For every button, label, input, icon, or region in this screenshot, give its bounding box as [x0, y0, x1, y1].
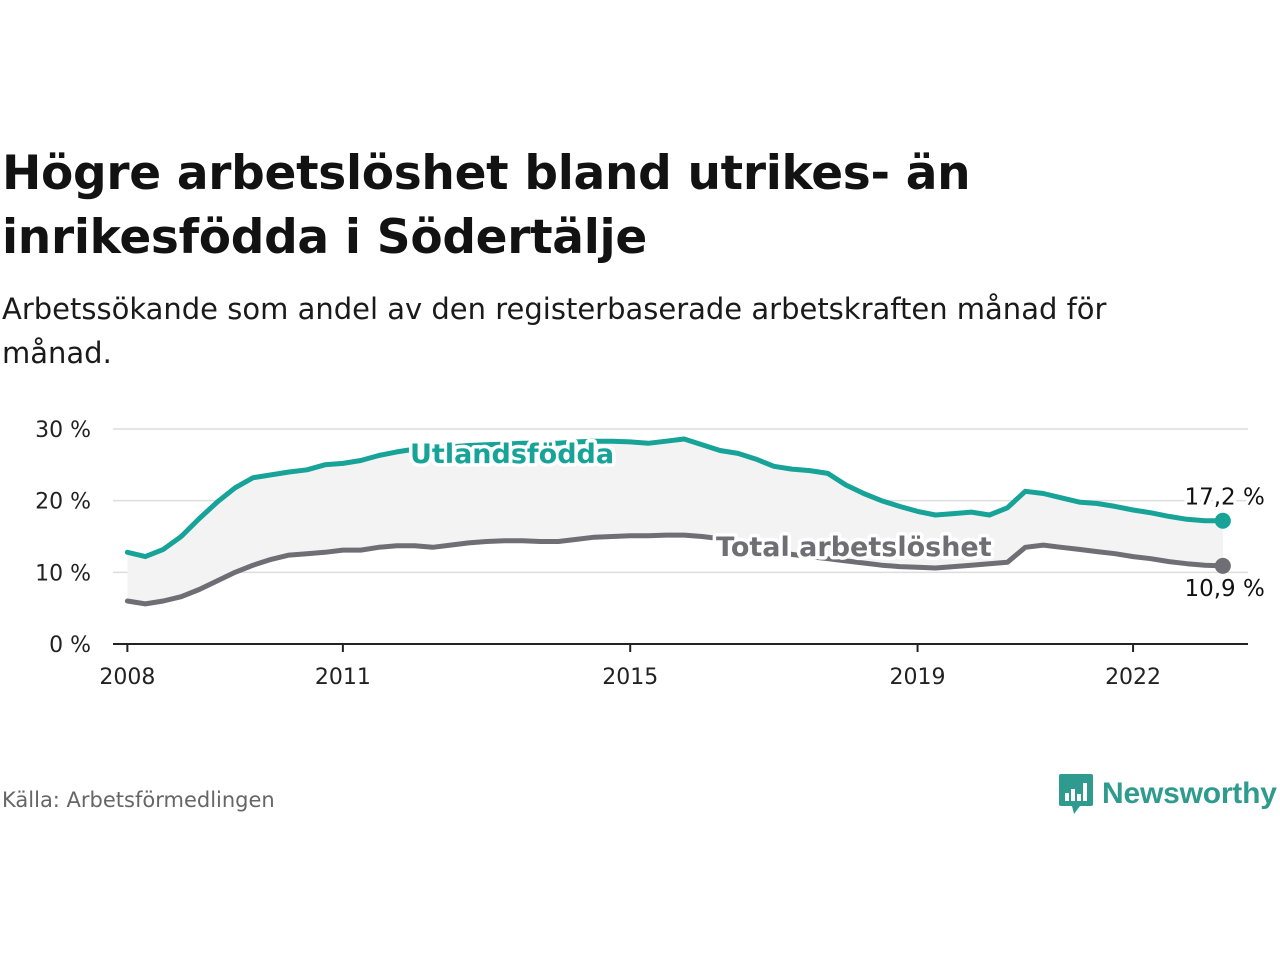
y-tick-label: 0 %	[49, 633, 91, 658]
foreign-born-line	[124, 436, 1226, 560]
newsworthy-logo[interactable]: Newsworthy	[1058, 772, 1277, 816]
total-line	[124, 532, 1226, 607]
end-value-label-total: 10,9 %	[1184, 576, 1264, 602]
newsworthy-bar-chart-icon	[1059, 774, 1093, 814]
foreign-born-end-point	[1214, 512, 1231, 529]
x-tick-label: 2008	[99, 665, 155, 690]
brand-name: Newsworthy	[1102, 777, 1277, 810]
y-tick-label: 10 %	[35, 561, 91, 586]
chart-subtitle: Arbetssökande som andel av den registerb…	[2, 292, 1107, 370]
series-label-foreign-born: Utlandsfödda	[410, 439, 614, 470]
x-tick-label: 2019	[890, 665, 946, 690]
total-end-point	[1214, 557, 1231, 574]
x-tick-label: 2011	[315, 665, 371, 690]
chart-title: Högre arbetslöshet bland utrikes- än inr…	[2, 146, 971, 265]
end-value-label-foreign-born: 17,2 %	[1184, 485, 1264, 511]
gap-band	[127, 439, 1223, 604]
series-label-total: Total arbetslöshet	[716, 532, 992, 563]
y-tick-label: 20 %	[35, 490, 91, 515]
line-chart: 0 % 10 % 20 % 30 % 2008 2011 2015 2019 2022 Utlan…	[35, 418, 1268, 690]
source-note: Källa: Arbetsförmedlingen	[2, 788, 275, 812]
x-tick-label: 2022	[1105, 665, 1161, 690]
x-tick-label: 2015	[602, 665, 658, 690]
y-tick-label: 30 %	[35, 418, 91, 443]
